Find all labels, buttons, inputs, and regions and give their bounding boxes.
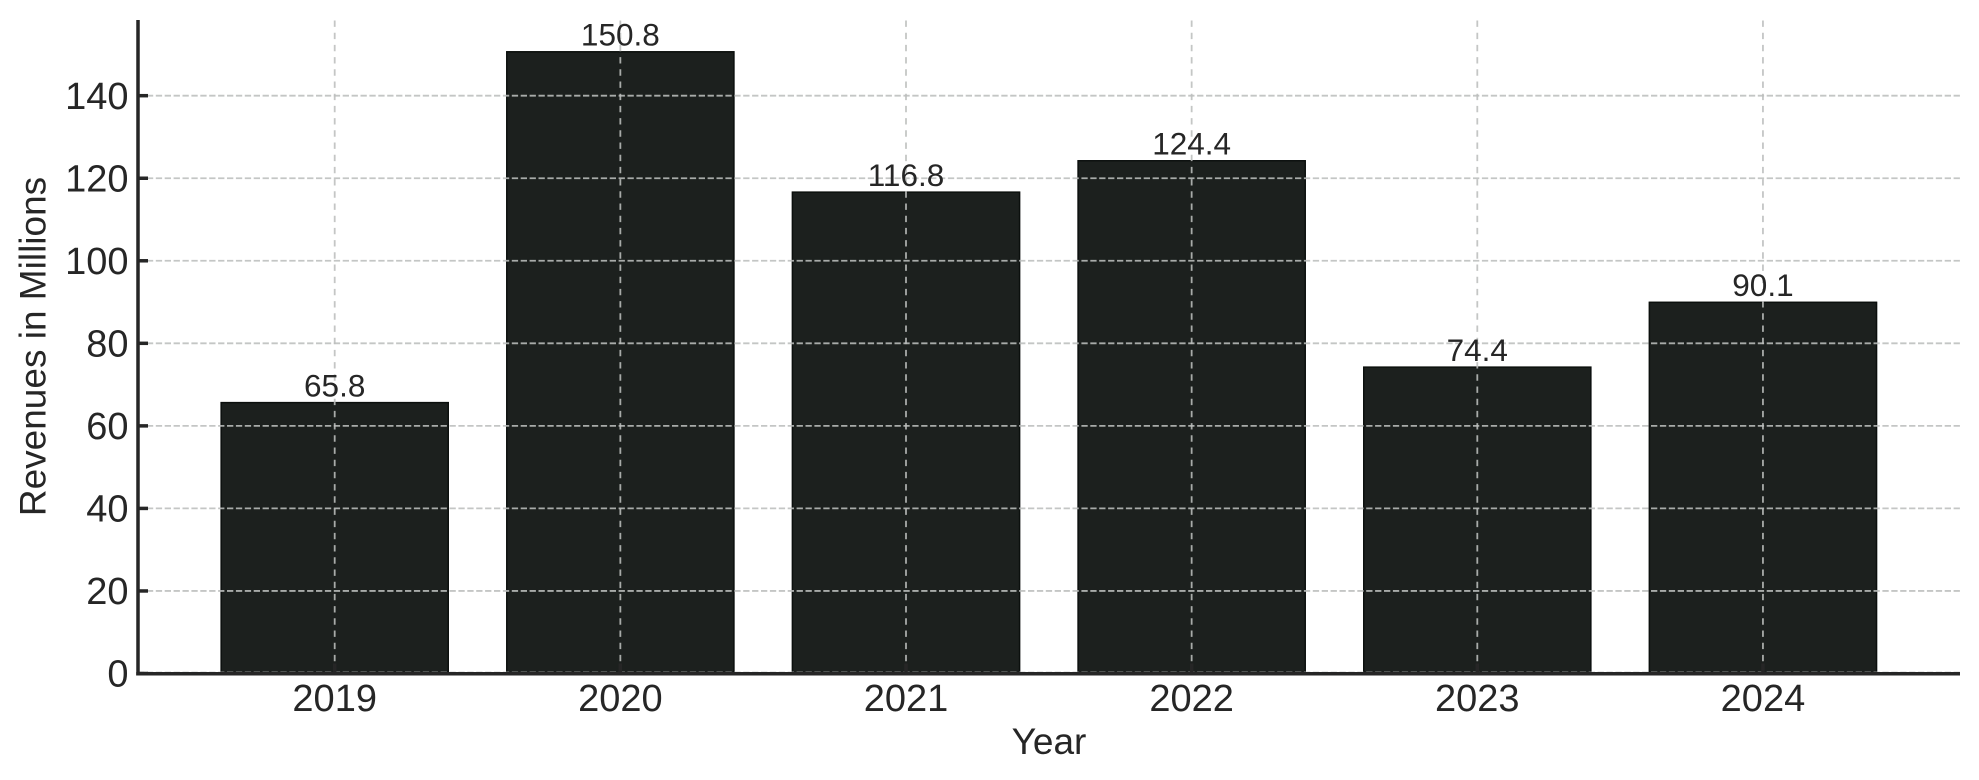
svg-text:2022: 2022 — [1149, 678, 1234, 720]
svg-text:2024: 2024 — [1721, 678, 1806, 720]
svg-text:74.4: 74.4 — [1447, 332, 1508, 368]
svg-text:140: 140 — [65, 76, 128, 118]
svg-text:0: 0 — [107, 654, 128, 696]
svg-text:Revenues in Millions: Revenues in Millions — [13, 177, 54, 516]
svg-text:116.8: 116.8 — [868, 157, 945, 193]
svg-text:90.1: 90.1 — [1732, 267, 1793, 303]
svg-text:65.8: 65.8 — [304, 367, 365, 403]
svg-text:2023: 2023 — [1435, 678, 1520, 720]
svg-text:80: 80 — [86, 323, 128, 365]
svg-text:150.8: 150.8 — [581, 17, 660, 53]
svg-text:Year: Year — [1012, 721, 1087, 762]
svg-text:100: 100 — [65, 241, 128, 283]
svg-text:40: 40 — [86, 489, 128, 531]
svg-text:124.4: 124.4 — [1152, 126, 1231, 162]
svg-text:120: 120 — [65, 158, 128, 200]
svg-text:2020: 2020 — [578, 678, 663, 720]
svg-text:60: 60 — [86, 406, 128, 448]
svg-text:2021: 2021 — [864, 678, 949, 720]
svg-text:20: 20 — [86, 571, 128, 613]
svg-text:2019: 2019 — [292, 678, 377, 720]
